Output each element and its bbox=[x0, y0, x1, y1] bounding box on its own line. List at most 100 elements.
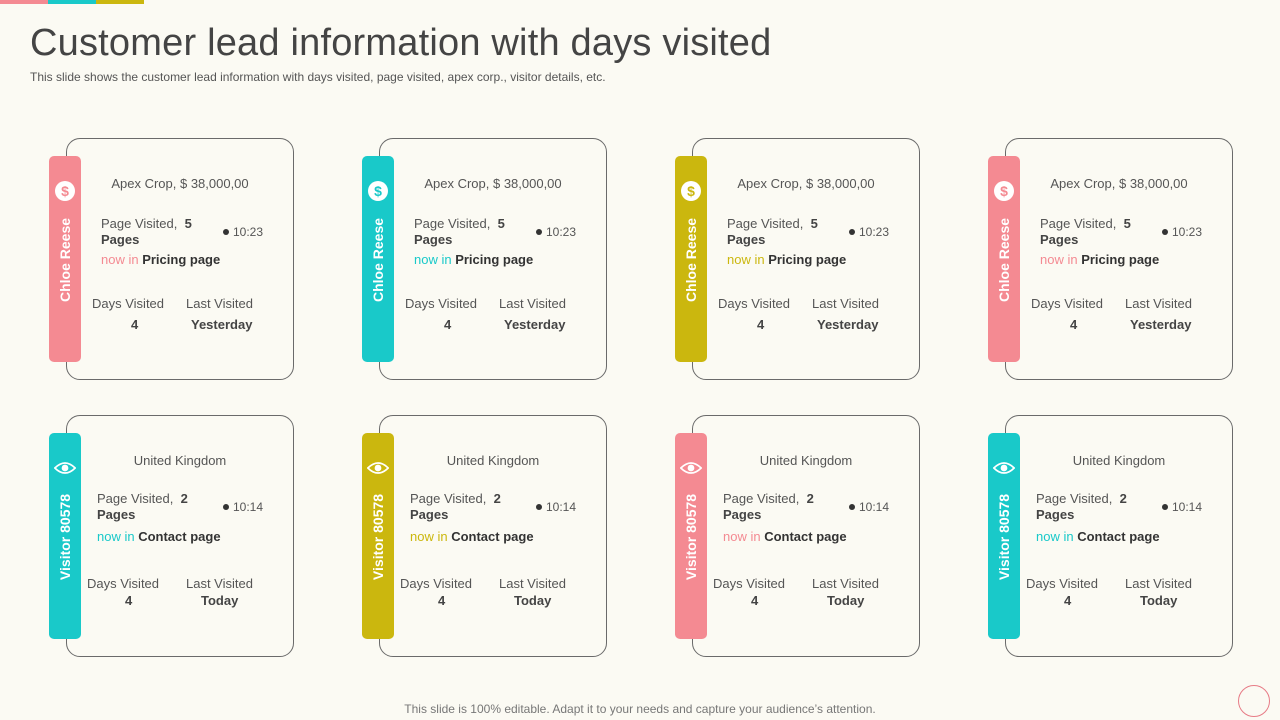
card-headline: United Kingdom bbox=[446, 453, 540, 468]
now-in-label: now in bbox=[1040, 252, 1078, 267]
pages-word: Pages bbox=[727, 232, 766, 247]
visit-time: 10:23 bbox=[1161, 225, 1202, 239]
last-visited-label: Last Visited bbox=[812, 296, 879, 311]
visit-time: 10:14 bbox=[535, 500, 576, 514]
eye-icon bbox=[54, 457, 76, 479]
page-count: 2 bbox=[1119, 491, 1127, 506]
svg-text:$: $ bbox=[61, 183, 69, 199]
current-page: now in Contact page bbox=[723, 529, 847, 544]
time-value: 10:14 bbox=[545, 500, 576, 514]
days-visited-value: 4 bbox=[757, 317, 765, 332]
days-visited-label: Days Visited bbox=[400, 576, 473, 591]
pages-word: Pages bbox=[101, 232, 140, 247]
page-name: Contact page bbox=[1077, 529, 1160, 544]
corner-circle-decoration bbox=[1238, 685, 1270, 717]
clock-icon bbox=[222, 504, 229, 510]
page-visited-label: Page Visited, bbox=[727, 216, 804, 231]
card-side-tab: $ Chloe Reese bbox=[362, 156, 394, 362]
pages-word: Pages bbox=[410, 507, 449, 522]
page-name: Pricing page bbox=[1081, 252, 1160, 267]
last-visited-label: Last Visited bbox=[1125, 576, 1192, 591]
lead-card: $ Chloe Reese Apex Crop, $ 38,000,00 Page V… bbox=[675, 138, 920, 380]
lead-card: $ Chloe Reese Apex Crop, $ 38,000,00 Page V… bbox=[988, 138, 1233, 380]
time-value: 10:14 bbox=[232, 500, 263, 514]
card-side-tab: $ Chloe Reese bbox=[49, 156, 81, 362]
last-visited-label: Last Visited bbox=[499, 576, 566, 591]
card-headline: Apex Crop, $ 38,000,00 bbox=[111, 176, 249, 191]
card-headline: Apex Crop, $ 38,000,00 bbox=[424, 176, 562, 191]
last-visited-value: Today bbox=[827, 593, 865, 608]
lead-card: $ Chloe Reese Apex Crop, $ 38,000,00 Page V… bbox=[362, 138, 607, 380]
page-subtitle: This slide shows the customer lead infor… bbox=[30, 70, 606, 84]
now-in-label: now in bbox=[97, 529, 135, 544]
tab-label: Chloe Reese bbox=[370, 217, 386, 303]
current-page: now in Pricing page bbox=[727, 252, 846, 267]
page-name: Contact page bbox=[451, 529, 534, 544]
now-in-label: now in bbox=[727, 252, 765, 267]
page-name: Pricing page bbox=[768, 252, 847, 267]
card-side-tab: Visitor 80578 bbox=[988, 433, 1020, 639]
pages-word: Pages bbox=[1040, 232, 1079, 247]
tab-label: Visitor 80578 bbox=[57, 493, 73, 581]
page-visited: Page Visited, 2 Pages bbox=[97, 491, 188, 523]
days-visited-label: Days Visited bbox=[718, 296, 791, 311]
current-page: now in Contact page bbox=[1036, 529, 1160, 544]
tab-label: Visitor 80578 bbox=[996, 493, 1012, 581]
page-count: 5 bbox=[1123, 216, 1131, 231]
visitor-card: Visitor 80578 United Kingdom Page Visited,… bbox=[49, 415, 294, 657]
tab-label: Visitor 80578 bbox=[683, 493, 699, 581]
page-name: Contact page bbox=[138, 529, 221, 544]
days-visited-label: Days Visited bbox=[405, 296, 478, 311]
time-value: 10:14 bbox=[1171, 500, 1202, 514]
card-side-tab: Visitor 80578 bbox=[675, 433, 707, 639]
eye-icon bbox=[993, 457, 1015, 479]
dollar-icon: $ bbox=[680, 180, 702, 202]
page-visited: Page Visited, 2 Pages bbox=[723, 491, 814, 523]
eye-icon bbox=[367, 457, 389, 479]
page-count: 2 bbox=[180, 491, 188, 506]
days-visited-label: Days Visited bbox=[1026, 576, 1099, 591]
strip-teal bbox=[48, 0, 96, 4]
last-visited-label: Last Visited bbox=[186, 576, 253, 591]
visit-time: 10:23 bbox=[535, 225, 576, 239]
visitor-card: Visitor 80578 United Kingdom Page Visited,… bbox=[362, 415, 607, 657]
card-headline: United Kingdom bbox=[1072, 453, 1166, 468]
card-side-tab: $ Chloe Reese bbox=[988, 156, 1020, 362]
strip-pink bbox=[0, 0, 48, 4]
tab-label: Chloe Reese bbox=[683, 217, 699, 303]
page-count: 5 bbox=[810, 216, 818, 231]
lead-card: $ Chloe Reese Apex Crop, $ 38,000,00 Page V… bbox=[49, 138, 294, 380]
card-side-tab: Visitor 80578 bbox=[362, 433, 394, 639]
dollar-icon: $ bbox=[993, 180, 1015, 202]
top-accent-strip bbox=[0, 0, 144, 4]
days-visited-value: 4 bbox=[751, 593, 759, 608]
visitor-card: Visitor 80578 United Kingdom Page Visited,… bbox=[675, 415, 920, 657]
card-headline: United Kingdom bbox=[759, 453, 853, 468]
now-in-label: now in bbox=[1036, 529, 1074, 544]
clock-icon bbox=[222, 229, 229, 235]
pages-word: Pages bbox=[97, 507, 136, 522]
page-name: Pricing page bbox=[455, 252, 534, 267]
clock-icon bbox=[1161, 229, 1168, 235]
time-value: 10:23 bbox=[545, 225, 576, 239]
last-visited-value: Yesterday bbox=[191, 317, 253, 332]
tab-label: Visitor 80578 bbox=[370, 493, 386, 581]
tab-label: Chloe Reese bbox=[996, 217, 1012, 303]
dollar-icon: $ bbox=[367, 180, 389, 202]
page-visited-label: Page Visited, bbox=[723, 491, 800, 506]
page-count: 5 bbox=[184, 216, 192, 231]
days-visited-value: 4 bbox=[438, 593, 446, 608]
last-visited-label: Last Visited bbox=[1125, 296, 1192, 311]
svg-text:$: $ bbox=[374, 183, 382, 199]
last-visited-value: Today bbox=[1140, 593, 1178, 608]
visit-time: 10:14 bbox=[848, 500, 889, 514]
page-visited-label: Page Visited, bbox=[97, 491, 174, 506]
page-count: 5 bbox=[497, 216, 505, 231]
now-in-label: now in bbox=[410, 529, 448, 544]
page-visited: Page Visited, 5 Pages bbox=[101, 216, 192, 248]
current-page: now in Contact page bbox=[410, 529, 534, 544]
card-headline: Apex Crop, $ 38,000,00 bbox=[737, 176, 875, 191]
days-visited-value: 4 bbox=[444, 317, 452, 332]
last-visited-label: Last Visited bbox=[186, 296, 253, 311]
page-visited: Page Visited, 2 Pages bbox=[410, 491, 501, 523]
